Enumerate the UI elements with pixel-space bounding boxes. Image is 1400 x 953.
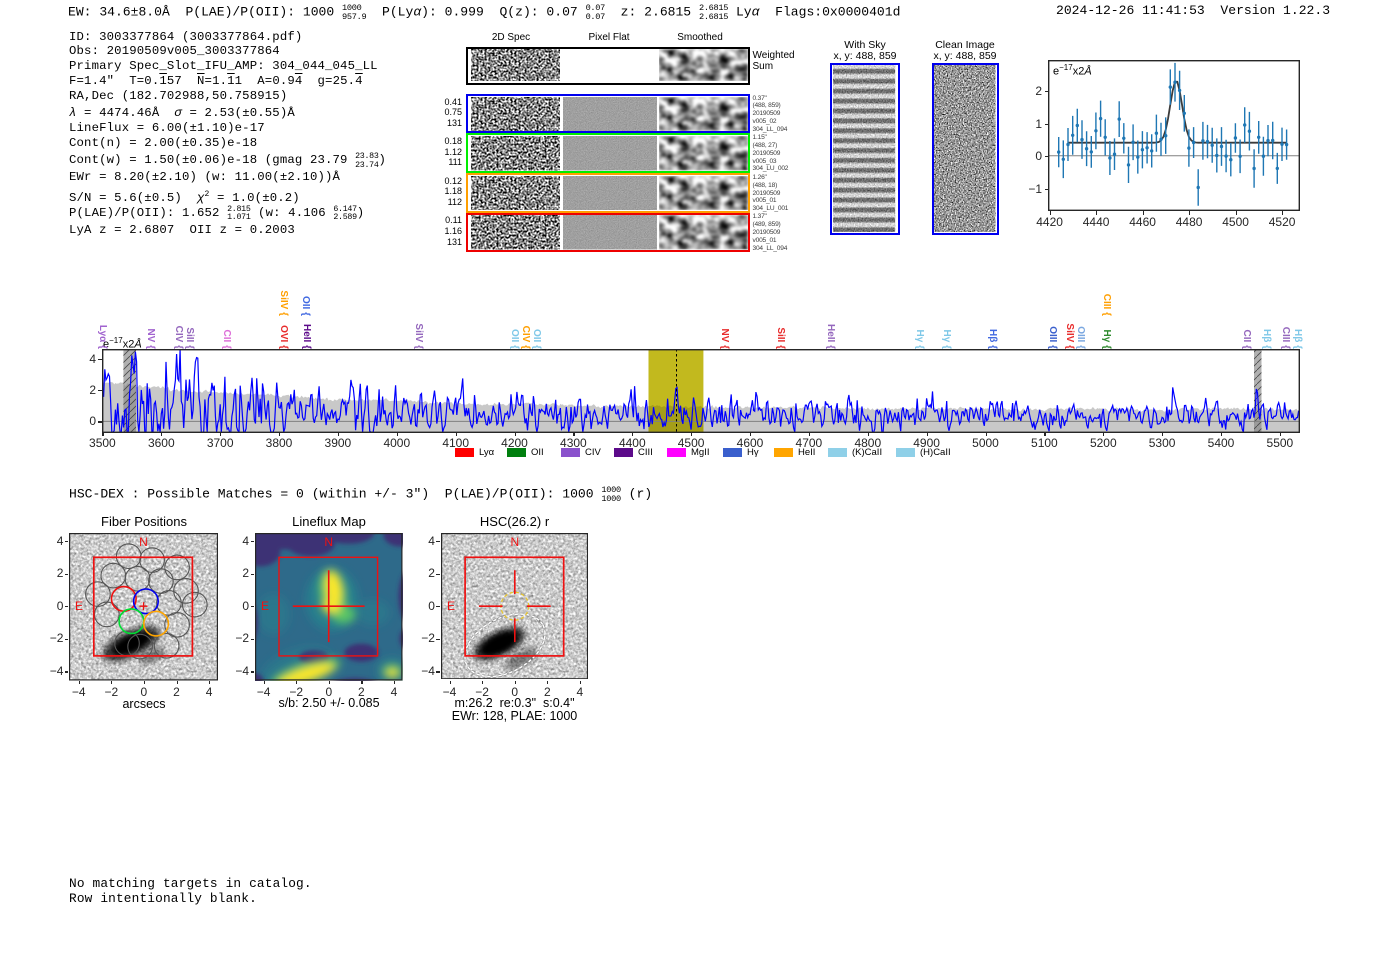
svg-text:N: N [140,535,149,549]
svg-text:E: E [447,599,455,613]
svg-text:N: N [324,535,333,549]
svg-text:N: N [510,535,519,549]
svg-text:E: E [261,599,269,613]
svg-text:E: E [75,599,83,613]
